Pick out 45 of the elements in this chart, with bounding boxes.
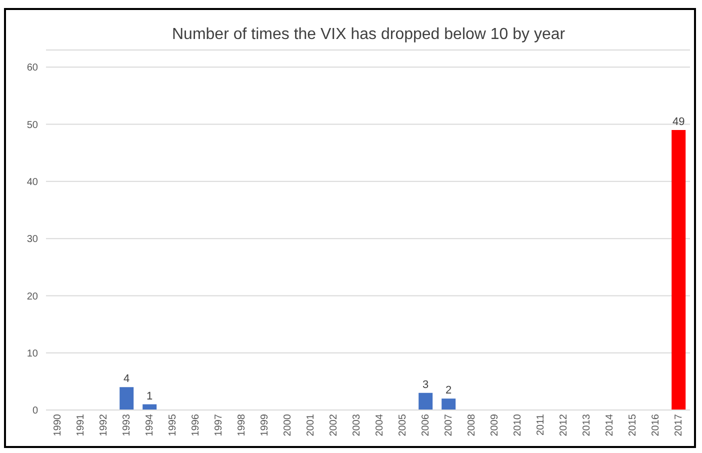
x-tick-label: 2015 — [628, 414, 639, 436]
x-tick-label: 2001 — [306, 414, 317, 436]
x-tick-label: 1997 — [214, 414, 225, 436]
chart-title: Number of times the VIX has dropped below 10 by year — [172, 26, 566, 44]
y-tick-label: 30 — [26, 234, 38, 246]
bar — [120, 387, 134, 410]
x-tick-label: 2006 — [420, 414, 432, 436]
x-tick-label: 2014 — [604, 414, 616, 436]
x-tick-label: 2012 — [558, 414, 570, 436]
y-tick-label: 40 — [26, 176, 38, 188]
bar — [442, 398, 456, 410]
x-tick-label: 2004 — [374, 414, 386, 436]
x-tick-label: 2009 — [490, 414, 501, 436]
x-tick-label: 2010 — [512, 414, 524, 436]
x-tick-label: 2017 — [674, 414, 685, 436]
data-label: 2 — [446, 384, 452, 397]
y-tick-label: 0 — [32, 406, 38, 417]
x-tick-label: 1991 — [76, 414, 87, 436]
x-tick-label: 2016 — [650, 414, 662, 436]
bar — [672, 130, 686, 410]
data-label: 4 — [124, 373, 130, 386]
y-tick-label: 50 — [26, 120, 38, 131]
x-tick-label: 1996 — [190, 414, 202, 436]
x-tick-label: 2000 — [282, 414, 294, 436]
x-tick-label: 2007 — [444, 414, 455, 436]
y-tick-label: 20 — [26, 291, 38, 302]
y-tick-label: 10 — [26, 348, 38, 360]
y-tick-label: 60 — [26, 62, 38, 74]
x-tick-label: 1995 — [168, 414, 179, 436]
x-tick-label: 2002 — [328, 414, 340, 436]
x-tick-label: 1993 — [122, 414, 133, 436]
x-tick-label: 1998 — [236, 414, 248, 436]
x-tick-label: 1990 — [52, 414, 64, 436]
x-tick-label: 2013 — [582, 414, 593, 436]
x-tick-label: 2003 — [352, 414, 363, 436]
x-tick-label: 1992 — [98, 414, 110, 436]
data-label: 3 — [422, 378, 429, 391]
x-tick-label: 1999 — [260, 414, 271, 436]
bar — [418, 392, 433, 410]
x-tick-label: 2008 — [466, 414, 478, 436]
x-tick-label: 2005 — [398, 414, 409, 436]
x-tick-label: 2011 — [536, 414, 547, 436]
data-label: 1 — [146, 390, 153, 402]
data-label: 49 — [672, 116, 685, 128]
x-tick-label: 1994 — [144, 414, 156, 436]
